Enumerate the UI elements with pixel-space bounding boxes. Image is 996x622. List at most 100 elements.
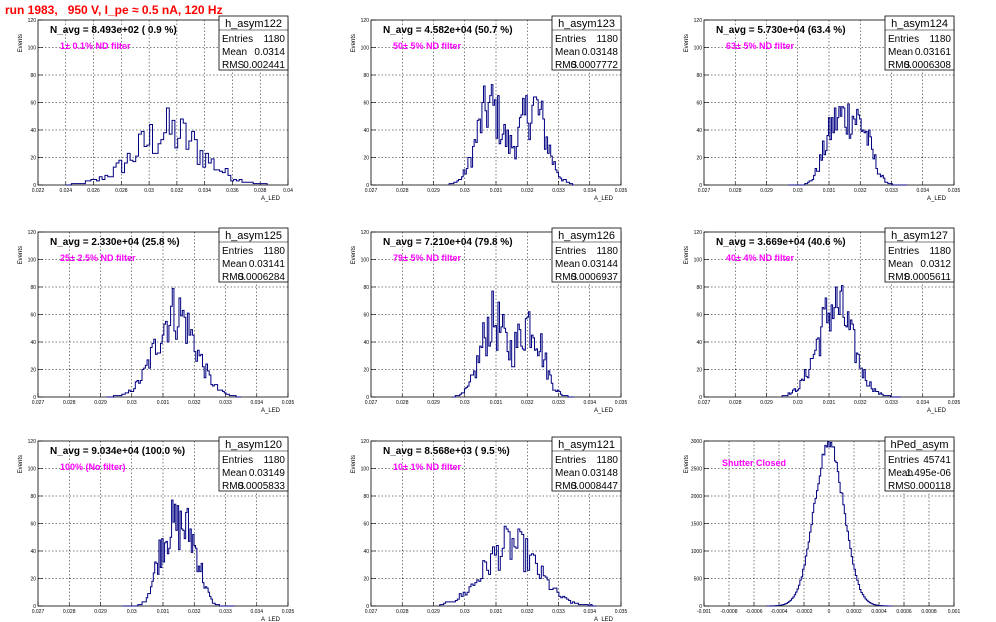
y-tick-label: 2500 <box>691 467 702 473</box>
x-tick-label: 0.029 <box>94 400 107 406</box>
stats-mean-label: Mean <box>888 47 913 58</box>
stats-entries-label: Entries <box>555 455 586 466</box>
x-axis-label: A_LED <box>594 408 614 414</box>
navg-label: N_avg = 4.582e+04 (50.7 %) <box>383 25 513 36</box>
histogram-line-h_asym125 <box>106 287 242 398</box>
stats-box <box>218 436 289 492</box>
stats-entries-value: 1180 <box>263 34 285 45</box>
x-tick-label: 0.033 <box>885 400 898 406</box>
x-tick-label: 0.001 <box>948 609 961 615</box>
x-tick-label: 0.036 <box>226 188 239 194</box>
x-tick-label: 0.032 <box>854 400 867 406</box>
histogram-line-h_asym127 <box>781 285 901 398</box>
stats-entries-label: Entries <box>888 455 919 466</box>
x-tick-label: 0.03 <box>127 609 137 615</box>
x-tick-label: 0.027 <box>32 400 45 406</box>
x-tick-label: 0.034 <box>583 188 596 194</box>
y-tick-label: 80 <box>363 285 369 291</box>
y-tick-label: 80 <box>363 73 369 79</box>
x-tick-label: 0.03 <box>460 188 470 194</box>
histogram-h_asym124: 0.027 0.028 0.029 0.03 0.031 0.032 0.033 0.034 0… <box>684 15 961 202</box>
x-tick-label: 0.028 <box>63 609 76 615</box>
stats-title: h_asym120 <box>225 439 282 451</box>
x-tick-label: 0.029 <box>760 400 773 406</box>
y-tick-label: 120 <box>28 230 37 236</box>
y-tick-label: 80 <box>696 73 702 79</box>
histogram-line-h_asym121 <box>439 525 596 607</box>
x-tick-label: 0.03 <box>793 400 803 406</box>
filter-annotation: 50± 5% ND filter <box>393 41 461 51</box>
histogram-hPed_asym: -0.001 -0.0008 -0.0006 -0.0004 -0.0002 0 0.000… <box>684 436 961 615</box>
histogram-line-hPed_asym <box>766 441 892 607</box>
run-title: run 1983, 950 V, I_pe ≈ 0.5 nA, 120 Hz <box>5 3 223 17</box>
y-tick-label: 120 <box>28 439 37 445</box>
stats-entries-label: Entries <box>555 246 586 257</box>
x-tick-label: 0.035 <box>948 188 961 194</box>
stats-title: h_asym127 <box>891 230 948 242</box>
stats-title: h_asym121 <box>558 439 615 451</box>
stats-box <box>551 15 622 71</box>
stats-rms-label: RMS <box>555 272 578 283</box>
stats-rms-value: 0.0006937 <box>571 272 619 283</box>
y-tick-label: 0 <box>699 604 702 610</box>
y-tick-label: 20 <box>363 577 369 583</box>
y-tick-label: 100 <box>28 467 37 473</box>
stats-rms-value: 0.0005611 <box>904 272 951 283</box>
y-tick-label: 0 <box>33 395 36 401</box>
stats-entries-label: Entries <box>222 455 253 466</box>
y-tick-label: 40 <box>30 549 36 555</box>
stats-mean-label: Mean <box>555 468 580 479</box>
x-tick-label: 0.031 <box>490 609 503 615</box>
x-tick-label: 0.033 <box>552 609 565 615</box>
x-tick-label: 0.028 <box>63 400 76 406</box>
y-tick-label: 1500 <box>691 522 702 528</box>
x-tick-label: -0.0004 <box>771 609 788 615</box>
stats-title: hPed_asym <box>890 439 948 451</box>
y-tick-label: 100 <box>28 46 37 52</box>
y-tick-label: 20 <box>363 156 369 162</box>
stats-entries-label: Entries <box>888 246 919 257</box>
y-tick-label: 80 <box>363 494 369 500</box>
y-tick-label: 500 <box>694 577 703 583</box>
x-tick-label: 0.033 <box>219 609 232 615</box>
stats-rms-label: RMS <box>888 272 911 283</box>
stats-entries-label: Entries <box>222 34 253 45</box>
y-tick-label: 60 <box>363 522 369 528</box>
stats-title: h_asym123 <box>558 18 615 30</box>
y-tick-label: 60 <box>363 313 369 319</box>
x-tick-label: 0.035 <box>282 609 295 615</box>
x-tick-label: 0.029 <box>427 400 440 406</box>
x-tick-label: 0.028 <box>729 188 742 194</box>
x-axis-label: A_LED <box>261 617 281 622</box>
stats-entries-value: 1180 <box>596 246 618 257</box>
stats-mean-value: 1.495e-06 <box>906 468 951 479</box>
stats-mean-value: 0.03148 <box>582 47 619 58</box>
x-tick-label: 0.033 <box>885 188 898 194</box>
y-tick-label: 40 <box>30 340 36 346</box>
x-tick-label: 0.034 <box>583 400 596 406</box>
x-axis-label: A_LED <box>927 196 947 202</box>
navg-label: N_avg = 9.034e+04 (100.0 %) <box>50 446 185 457</box>
y-tick-label: 60 <box>696 313 702 319</box>
x-tick-label: 0.029 <box>427 188 440 194</box>
histogram-h_asym123: 0.027 0.028 0.029 0.03 0.031 0.032 0.033 0.034 0… <box>351 15 627 202</box>
x-tick-label: 0.022 <box>32 188 45 194</box>
histogram-line-h_asym124 <box>788 103 908 186</box>
x-tick-label: -0.0002 <box>796 609 813 615</box>
x-tick-label: 0.027 <box>698 400 711 406</box>
x-tick-label: 0.031 <box>823 400 836 406</box>
stats-rms-value: 0.0008447 <box>571 481 619 492</box>
x-tick-label: 0.027 <box>365 188 378 194</box>
y-axis-label: Events <box>351 34 357 52</box>
y-tick-label: 100 <box>361 258 370 264</box>
navg-label: N_avg = 3.669e+04 (40.6 %) <box>716 237 846 248</box>
y-tick-label: 1000 <box>691 549 702 555</box>
stats-mean-value: 0.03148 <box>582 468 619 479</box>
navg-label: N_avg = 7.210e+04 (79.8 %) <box>383 237 513 248</box>
y-tick-label: 40 <box>363 340 369 346</box>
stats-title: h_asym125 <box>225 230 282 242</box>
y-tick-label: 40 <box>363 128 369 134</box>
x-tick-label: 0.031 <box>823 188 836 194</box>
stats-mean-label: Mean <box>555 259 580 270</box>
y-tick-label: 80 <box>30 285 36 291</box>
